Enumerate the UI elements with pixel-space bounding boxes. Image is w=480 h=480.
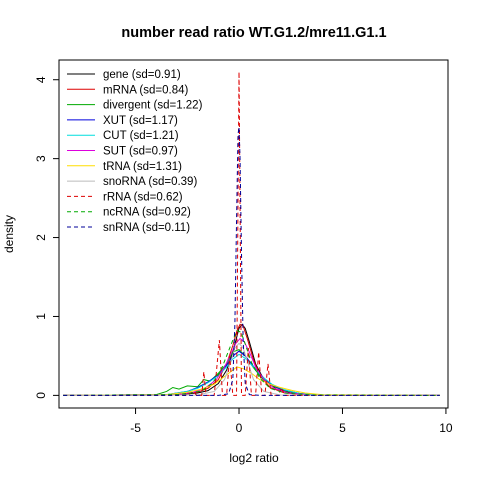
legend-label: XUT (sd=1.17) xyxy=(103,115,178,127)
x-tick-label: 5 xyxy=(339,421,346,435)
series-line-7 xyxy=(63,366,440,396)
y-axis-label: density xyxy=(2,215,16,253)
y-tick-label: 2 xyxy=(34,234,48,241)
series-line-6 xyxy=(63,337,440,396)
series-line-8 xyxy=(63,342,440,396)
series-line-2 xyxy=(63,323,440,396)
legend-label: ncRNA (sd=0.92) xyxy=(103,207,191,219)
y-tick-label: 0 xyxy=(34,392,48,399)
legend-label: divergent (sd=1.22) xyxy=(103,100,203,112)
x-axis-label: log2 ratio xyxy=(229,451,279,465)
series-line-1 xyxy=(63,323,440,396)
y-tick-label: 3 xyxy=(34,155,48,162)
series-line-5 xyxy=(63,353,440,396)
x-axis: -5 0 5 10 xyxy=(130,408,453,435)
legend-label: rRNA (sd=0.62) xyxy=(103,191,183,203)
x-tick-label: -5 xyxy=(130,421,141,435)
x-tick-label: 0 xyxy=(236,421,243,435)
legend-label: CUT (sd=1.21) xyxy=(103,130,179,142)
series-line-10 xyxy=(63,330,440,396)
series-layer xyxy=(63,71,440,396)
series-line-9 xyxy=(63,71,440,396)
legend-label: snRNA (sd=0.11) xyxy=(103,222,190,234)
series-line-11 xyxy=(63,127,440,396)
plot-frame xyxy=(58,59,449,409)
chart-title: number read ratio WT.G1.2/mre11.G1.1 xyxy=(121,25,386,41)
y-axis: 0 1 2 3 4 xyxy=(34,76,59,399)
legend-label: SUT (sd=0.97) xyxy=(103,146,178,158)
legend: gene (sd=0.91) mRNA (sd=0.84) divergent (s… xyxy=(67,69,203,234)
y-tick-label: 1 xyxy=(34,313,48,320)
x-tick-label: 10 xyxy=(439,421,453,435)
legend-label: gene (sd=0.91) xyxy=(103,69,181,81)
legend-label: tRNA (sd=1.31) xyxy=(103,161,182,173)
y-tick-label: 4 xyxy=(34,76,48,83)
legend-label: mRNA (sd=0.84) xyxy=(103,84,188,96)
legend-label: snoRNA (sd=0.39) xyxy=(103,176,197,188)
